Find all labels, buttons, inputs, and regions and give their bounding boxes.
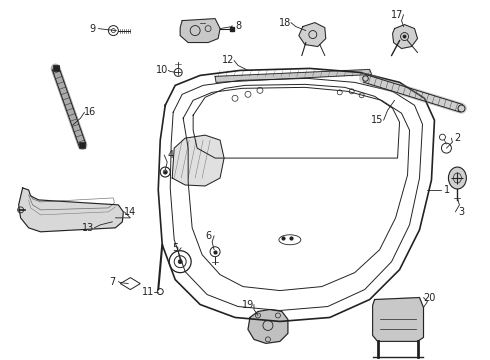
- Text: 10: 10: [156, 66, 169, 76]
- Ellipse shape: [448, 167, 466, 189]
- Text: 7: 7: [109, 276, 116, 287]
- Text: 9: 9: [89, 24, 96, 33]
- Circle shape: [403, 35, 406, 38]
- Polygon shape: [299, 23, 326, 46]
- Text: 1: 1: [444, 185, 450, 195]
- Circle shape: [178, 260, 182, 264]
- Text: 6: 6: [205, 231, 211, 241]
- Text: 4: 4: [167, 150, 173, 160]
- Text: 13: 13: [82, 223, 95, 233]
- Text: 8: 8: [235, 21, 241, 31]
- Polygon shape: [248, 310, 288, 343]
- Polygon shape: [19, 188, 123, 232]
- Text: 2: 2: [454, 133, 461, 143]
- Polygon shape: [215, 69, 371, 82]
- Text: 3: 3: [458, 207, 465, 217]
- Polygon shape: [180, 19, 220, 42]
- Text: 19: 19: [242, 300, 254, 310]
- Text: 14: 14: [124, 207, 136, 217]
- Text: 5: 5: [172, 243, 178, 253]
- Text: 17: 17: [392, 10, 404, 20]
- Text: 12: 12: [222, 55, 234, 66]
- Text: 16: 16: [84, 107, 97, 117]
- Polygon shape: [372, 298, 423, 341]
- Text: 18: 18: [279, 18, 291, 28]
- Polygon shape: [392, 24, 417, 49]
- Text: 20: 20: [423, 293, 436, 302]
- Text: 11: 11: [142, 287, 154, 297]
- Text: 15: 15: [371, 115, 384, 125]
- Polygon shape: [172, 135, 224, 186]
